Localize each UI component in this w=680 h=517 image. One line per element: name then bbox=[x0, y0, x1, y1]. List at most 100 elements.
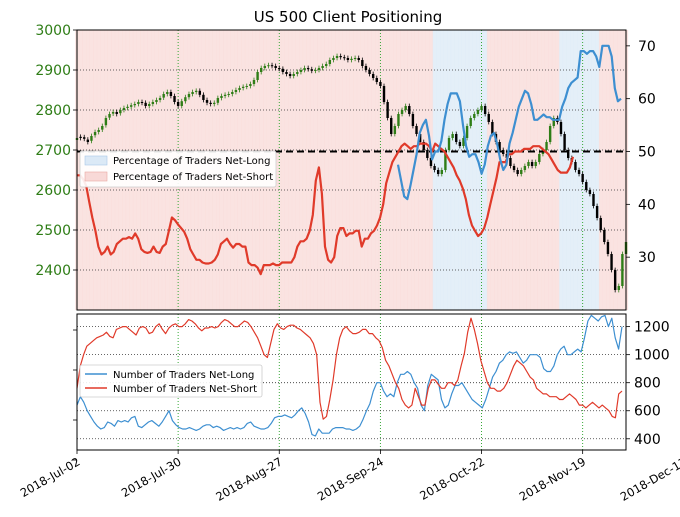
candle-body bbox=[133, 104, 136, 106]
candle-body bbox=[585, 182, 588, 190]
candle-body bbox=[577, 170, 581, 174]
candle-body bbox=[440, 170, 443, 174]
candle-body bbox=[426, 150, 429, 158]
candle-body bbox=[245, 86, 248, 87]
bottom-panel-frame bbox=[76, 313, 627, 451]
sentiment-bar bbox=[389, 30, 394, 310]
candle-body bbox=[198, 90, 202, 95]
candle-body bbox=[469, 118, 472, 126]
candle-body bbox=[101, 126, 104, 130]
candle-body bbox=[202, 94, 205, 100]
candle-body bbox=[263, 66, 267, 68]
candle-body bbox=[408, 106, 411, 114]
sentiment-bar bbox=[461, 30, 466, 310]
candle-body bbox=[220, 96, 223, 98]
series-line-count-net-long bbox=[76, 314, 623, 437]
sentiment-bar bbox=[378, 30, 383, 310]
sentiment-bar bbox=[548, 30, 553, 310]
candle-body bbox=[176, 102, 180, 106]
candle-body bbox=[422, 142, 425, 150]
sentiment-bar bbox=[291, 30, 296, 310]
sentiment-bar bbox=[309, 30, 314, 310]
candle-body bbox=[379, 82, 382, 86]
right-axis-label: 30 bbox=[638, 250, 656, 266]
sentiment-bar bbox=[374, 30, 379, 310]
candle-body bbox=[129, 105, 133, 107]
sentiment-bar bbox=[295, 30, 300, 310]
candle-body bbox=[180, 101, 183, 106]
sentiment-bar bbox=[403, 30, 408, 310]
candle-body bbox=[158, 98, 162, 100]
candle-body bbox=[617, 286, 620, 290]
sentiment-bar bbox=[324, 30, 329, 310]
candle-body bbox=[144, 102, 147, 106]
candle-body bbox=[306, 68, 310, 70]
candle-body bbox=[93, 132, 97, 136]
candle-body bbox=[361, 60, 364, 66]
sentiment-bar bbox=[537, 30, 542, 310]
candle-body bbox=[476, 110, 480, 114]
legend-swatch-net-short bbox=[84, 171, 108, 182]
series-line-count-net-short bbox=[76, 317, 623, 420]
right-axis-label: 50 bbox=[638, 145, 656, 161]
x-axis-label: 2018-Dec-17 bbox=[618, 454, 680, 503]
candle-body bbox=[346, 58, 350, 60]
x-axis-label: 2018-Nov-19 bbox=[517, 454, 588, 503]
candle-body bbox=[332, 58, 335, 60]
candle-body bbox=[194, 90, 198, 92]
candle-body bbox=[303, 68, 306, 70]
sentiment-bar bbox=[591, 30, 596, 310]
candle-body bbox=[104, 118, 108, 126]
candle-body bbox=[501, 150, 505, 154]
sentiment-bar bbox=[472, 30, 477, 310]
candle-body bbox=[465, 126, 469, 138]
candle-body bbox=[111, 112, 115, 114]
sentiment-bar bbox=[284, 30, 289, 310]
sentiment-bar bbox=[364, 30, 369, 310]
sentiment-bar bbox=[447, 30, 452, 310]
candle-body bbox=[335, 56, 339, 58]
candle-body bbox=[249, 84, 252, 86]
sentiment-bar bbox=[418, 30, 423, 310]
legend-label-net-long: Percentage of Traders Net-Long bbox=[113, 156, 271, 167]
candle-body bbox=[350, 58, 353, 60]
left-axis-label: 2900 bbox=[35, 63, 71, 79]
candle-body bbox=[530, 162, 534, 166]
sentiment-bar bbox=[342, 30, 347, 310]
candle-body bbox=[498, 142, 501, 150]
candle-body bbox=[339, 56, 342, 58]
sentiment-bar bbox=[559, 30, 564, 310]
candle-body bbox=[122, 108, 126, 110]
sentiment-bar bbox=[371, 30, 376, 310]
candle-body bbox=[520, 170, 523, 174]
candle-body bbox=[328, 60, 332, 64]
sentiment-bar bbox=[616, 30, 621, 310]
right-axis-label: 70 bbox=[638, 39, 656, 55]
candle-body bbox=[108, 114, 111, 118]
sentiment-bar bbox=[393, 30, 397, 310]
candle-body bbox=[238, 88, 241, 90]
candle-body bbox=[357, 58, 360, 60]
sentiment-bar bbox=[360, 30, 365, 310]
candle-body bbox=[213, 102, 216, 104]
left-axis-label: 2400 bbox=[35, 263, 71, 279]
legend-label-count-long: Number of Traders Net-Long bbox=[113, 370, 254, 381]
candle-body bbox=[491, 122, 494, 134]
candle-body bbox=[375, 78, 378, 82]
x-axis-label: 2018-Jul-02 bbox=[18, 454, 83, 499]
sentiment-bar bbox=[580, 30, 585, 310]
candle-body bbox=[393, 126, 397, 134]
sentiment-bar bbox=[421, 30, 426, 310]
candle-body bbox=[548, 126, 552, 142]
candle-body bbox=[433, 166, 436, 170]
candle-body bbox=[281, 68, 285, 72]
candle-body bbox=[321, 66, 324, 68]
candle-body bbox=[512, 166, 516, 170]
candle-body bbox=[90, 136, 93, 141]
sentiment-bar bbox=[306, 30, 311, 310]
right-axis-label: 1000 bbox=[634, 348, 670, 364]
candle-body bbox=[223, 94, 227, 96]
candle-body bbox=[288, 74, 292, 76]
candle-body bbox=[115, 112, 118, 114]
sentiment-bar bbox=[508, 30, 513, 310]
